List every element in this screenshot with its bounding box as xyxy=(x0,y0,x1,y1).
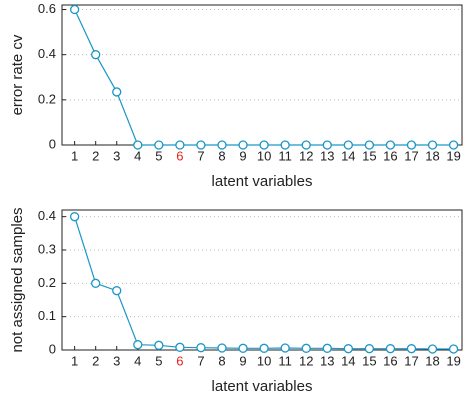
data-point xyxy=(91,278,101,288)
data-point xyxy=(238,343,248,353)
x-tick-label: 14 xyxy=(341,148,355,163)
y-axis-label: error rate cv xyxy=(9,34,26,115)
x-tick-label: 13 xyxy=(320,148,334,163)
data-point xyxy=(385,344,396,354)
x-tick-label: 11 xyxy=(278,353,292,368)
data-point xyxy=(364,140,375,150)
data-point xyxy=(343,140,353,150)
y-tick-label: 0 xyxy=(49,341,56,356)
x-tick-label: 6 xyxy=(176,353,183,368)
data-point xyxy=(406,140,417,150)
x-tick-label: 5 xyxy=(155,148,162,163)
x-tick-label: 1 xyxy=(71,353,78,368)
y-tick-label: 0.6 xyxy=(38,1,56,16)
plot-frame xyxy=(61,4,463,146)
x-tick-label: 2 xyxy=(92,353,99,368)
data-point xyxy=(69,4,80,15)
y-axis-label: not assigned samples xyxy=(9,207,26,352)
x-tick-label: 13 xyxy=(320,353,334,368)
data-point xyxy=(427,344,438,354)
data-point xyxy=(112,87,122,97)
data-point xyxy=(322,343,332,353)
x-tick-label: 15 xyxy=(362,148,376,163)
y-tick-label: 0.4 xyxy=(38,46,56,61)
y-tick-label: 0.2 xyxy=(38,275,56,290)
data-point xyxy=(154,140,164,150)
data-point xyxy=(217,140,227,150)
data-point xyxy=(133,340,143,350)
x-tick-label: 14 xyxy=(341,353,355,368)
x-tick-label: 4 xyxy=(134,148,141,163)
x-tick-label: 9 xyxy=(239,353,246,368)
x-tick-label: 9 xyxy=(239,148,246,163)
x-tick-label: 10 xyxy=(257,353,271,368)
y-tick-label: 0 xyxy=(49,136,56,151)
data-point xyxy=(69,212,80,222)
y-tick-label: 0.4 xyxy=(38,208,56,223)
plot-frame xyxy=(61,209,463,351)
data-point xyxy=(217,343,227,353)
data-point xyxy=(259,140,269,150)
data-point xyxy=(154,340,164,350)
x-axis-label: latent variables xyxy=(212,378,313,395)
x-tick-label: 3 xyxy=(113,148,120,163)
x-tick-label: 19 xyxy=(446,148,460,163)
data-point xyxy=(364,344,375,354)
x-tick-label: 1 xyxy=(71,148,78,163)
y-tick-label: 0.1 xyxy=(38,308,56,323)
data-point xyxy=(238,140,248,150)
data-point xyxy=(301,343,311,353)
data-point xyxy=(301,140,311,150)
data-point xyxy=(259,343,269,353)
x-tick-label: 8 xyxy=(218,353,225,368)
data-point xyxy=(112,286,122,296)
data-point xyxy=(385,140,396,150)
x-tick-label: 18 xyxy=(425,353,439,368)
x-tick-label: 16 xyxy=(383,353,397,368)
data-point xyxy=(322,140,332,150)
x-tick-label: 12 xyxy=(299,148,313,163)
data-point xyxy=(427,140,438,150)
x-tick-label: 3 xyxy=(113,353,120,368)
data-point xyxy=(196,343,206,353)
x-tick-label: 5 xyxy=(155,353,162,368)
series-line xyxy=(74,9,454,146)
series-line xyxy=(74,216,454,350)
x-tick-label: 7 xyxy=(197,148,204,163)
x-tick-label: 4 xyxy=(134,353,141,368)
data-point xyxy=(175,342,185,352)
x-axis-label: latent variables xyxy=(212,173,313,190)
x-tick-label: 19 xyxy=(446,353,460,368)
data-point xyxy=(343,344,353,354)
data-point xyxy=(91,50,101,60)
data-point xyxy=(196,140,206,150)
data-point xyxy=(133,140,143,150)
data-point xyxy=(406,344,417,354)
x-tick-label: 6 xyxy=(176,148,183,163)
y-tick-label: 0.3 xyxy=(38,241,56,256)
data-point xyxy=(448,344,459,354)
x-tick-label: 18 xyxy=(425,148,439,163)
x-tick-label: 17 xyxy=(404,353,418,368)
x-tick-label: 15 xyxy=(362,353,376,368)
x-tick-label: 8 xyxy=(218,148,225,163)
data-point xyxy=(175,140,185,150)
x-tick-label: 7 xyxy=(197,353,204,368)
y-tick-label: 0.2 xyxy=(38,91,56,106)
data-point xyxy=(280,140,290,150)
x-tick-label: 11 xyxy=(278,148,292,163)
data-point xyxy=(448,140,459,150)
x-tick-label: 10 xyxy=(257,148,271,163)
x-tick-label: 16 xyxy=(383,148,397,163)
x-tick-label: 17 xyxy=(404,148,418,163)
data-point xyxy=(280,343,290,353)
x-tick-label: 2 xyxy=(92,148,99,163)
x-tick-label: 12 xyxy=(299,353,313,368)
